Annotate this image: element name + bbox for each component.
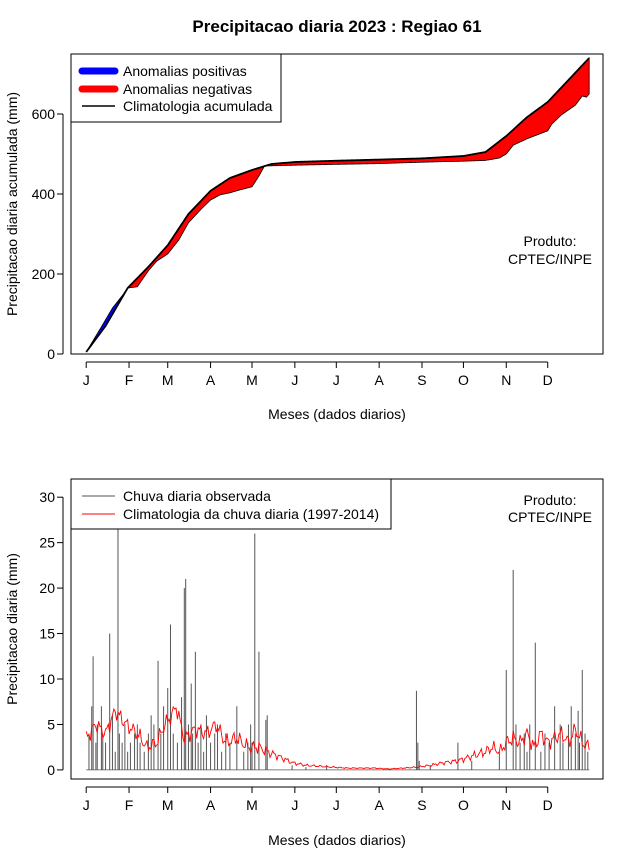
daily-chart: 0 5 10 15 20 25 30 J F M A M J J A S O N D Meses (dados d… [4, 479, 603, 848]
cumulative-y-axis: 0 200 400 600 [32, 106, 63, 362]
cumulative-x-tick-label: J [83, 372, 90, 388]
daily-y-axis: 0 5 10 15 20 25 30 [39, 489, 63, 778]
daily-x-tick-label: O [458, 797, 469, 813]
daily-x-tick-label: J [291, 797, 298, 813]
legend-negative-label: Anomalias negativas [123, 81, 252, 97]
cumulative-x-tick-label: D [543, 372, 553, 388]
cumulative-x-tick-label: A [206, 372, 216, 388]
cumulative-x-tick-label: M [162, 372, 174, 388]
cumulative-x-tick-label: S [417, 372, 426, 388]
daily-x-tick-label: J [333, 797, 340, 813]
daily-y-label: Precipitacao diaria (mm) [4, 553, 20, 705]
cumulative-chart: 0 200 400 600 J F M A M J J A S O N D Meses (dados dia… [4, 54, 603, 422]
cumulative-legend: Anomalias positivas Anomalias negativas … [71, 54, 281, 122]
daily-x-tick-label: F [125, 797, 134, 813]
daily-x-tick-label: A [206, 797, 216, 813]
cumulative-y-tick-label: 0 [47, 346, 55, 362]
legend-positive-label: Anomalias positivas [123, 63, 247, 79]
daily-x-label: Meses (dados diarios) [268, 832, 406, 848]
cumulative-x-tick-label: M [246, 372, 258, 388]
cumulative-y-tick-label: 400 [32, 186, 56, 202]
legend-daily-climatology-label: Climatologia da chuva diaria (1997-2014) [123, 506, 379, 522]
cumulative-x-tick-label: N [501, 372, 511, 388]
cumulative-y-label: Precipitacao diaria acumulada (mm) [4, 92, 20, 316]
daily-legend: Chuva diaria observada Climatologia da c… [71, 479, 391, 529]
daily-x-tick-label: A [374, 797, 384, 813]
daily-y-tick-label: 5 [47, 716, 55, 732]
daily-y-tick-label: 10 [39, 671, 55, 687]
daily-x-tick-label: N [501, 797, 511, 813]
daily-x-tick-label: S [417, 797, 426, 813]
daily-y-tick-label: 15 [39, 626, 55, 642]
cumulative-x-tick-label: J [333, 372, 340, 388]
daily-x-tick-label: M [246, 797, 258, 813]
negative-anomaly-area [128, 166, 264, 288]
cumulative-y-tick-label: 200 [32, 266, 56, 282]
daily-y-tick-label: 25 [39, 535, 55, 551]
cumulative-y-tick-label: 600 [32, 106, 56, 122]
daily-y-tick-label: 0 [47, 762, 55, 778]
cumulative-product-label: Produto: [524, 233, 577, 249]
cumulative-x-tick-label: F [125, 372, 134, 388]
cumulative-product-source: CPTEC/INPE [508, 251, 592, 267]
cumulative-x-tick-label: A [374, 372, 384, 388]
daily-climatology-line [86, 707, 589, 769]
cumulative-x-label: Meses (dados diarios) [268, 406, 406, 422]
daily-product-source: CPTEC/INPE [508, 509, 592, 525]
cumulative-x-tick-label: J [291, 372, 298, 388]
cumulative-x-tick-label: O [458, 372, 469, 388]
negative-anomaly-area [265, 58, 589, 166]
legend-observed-label: Chuva diaria observada [123, 488, 271, 504]
daily-product-label: Produto: [524, 492, 577, 508]
daily-y-tick-label: 20 [39, 580, 55, 596]
daily-x-tick-label: D [543, 797, 553, 813]
legend-climatology-label: Climatologia acumulada [123, 98, 273, 114]
daily-y-tick-label: 30 [39, 489, 55, 505]
daily-x-tick-label: J [83, 797, 90, 813]
figure-title: Precipitacao diaria 2023 : Regiao 61 [192, 17, 481, 36]
daily-x-tick-label: M [162, 797, 174, 813]
